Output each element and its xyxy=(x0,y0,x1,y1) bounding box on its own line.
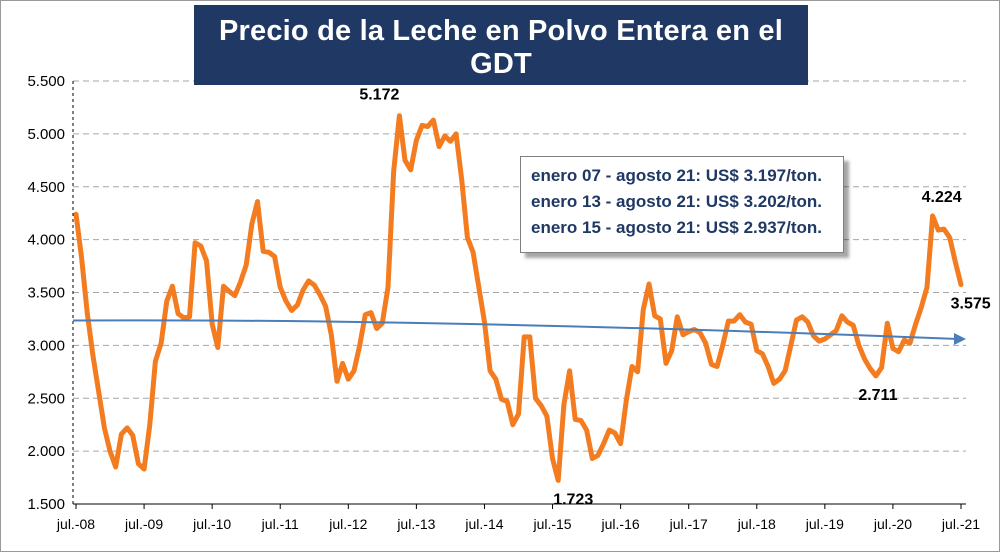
x-tick-label: jul.-15 xyxy=(532,516,571,532)
trend-line xyxy=(72,319,959,341)
trend-arrow-head xyxy=(954,333,966,346)
x-tick-label: jul.-13 xyxy=(396,516,435,532)
y-tick-label: 2.000 xyxy=(27,443,65,460)
y-tick-label: 3.000 xyxy=(27,337,65,354)
y-tick-label: 2.500 xyxy=(27,390,65,407)
average-info-box: enero 07 - agosto 21: US$ 3.197/ton. ene… xyxy=(520,156,844,253)
y-tick-label: 4.000 xyxy=(27,232,65,249)
title-banner: Precio de la Leche en Polvo Entera en el… xyxy=(194,5,808,110)
info-line-2013: enero 13 - agosto 21: US$ 3.202/ton. xyxy=(531,192,822,211)
x-tick-label: jul.-20 xyxy=(873,516,912,532)
x-tick-label: jul.-16 xyxy=(601,516,640,532)
value-annotation: 5.172 xyxy=(359,87,399,104)
x-tick-label: jul.-18 xyxy=(737,516,776,532)
value-annotations: 5.172 1.723 4.224 2.711 3.575 xyxy=(359,87,990,509)
x-tick-label: jul.-10 xyxy=(192,516,231,532)
x-axis-ticks: jul.-08 jul.-09 jul.-10 jul.-11 jul.-12 jul.-… xyxy=(56,504,980,532)
x-tick-label: jul.-11 xyxy=(261,516,299,532)
x-tick-label: jul.-14 xyxy=(464,516,503,532)
chart-title: Precio de la Leche en Polvo Entera en el… xyxy=(218,15,784,80)
y-tick-label: 4.500 xyxy=(27,179,65,196)
x-tick-label: jul.-21 xyxy=(941,516,980,532)
value-annotation: 3.575 xyxy=(951,296,991,313)
x-tick-label: jul.-17 xyxy=(669,516,708,532)
price-series-line xyxy=(73,113,964,483)
info-line-2007: enero 07 - agosto 21: US$ 3.197/ton. xyxy=(531,166,822,185)
x-tick-label: jul.-12 xyxy=(328,516,367,532)
y-tick-label: 5.000 xyxy=(27,126,65,143)
y-tick-label: 3.500 xyxy=(27,285,65,302)
y-axis-ticks: 1.500 2.000 2.500 3.000 3.500 4.000 4.500 5.000… xyxy=(27,73,65,513)
y-tick-label: 5.500 xyxy=(27,73,65,90)
value-annotation: 4.224 xyxy=(922,189,962,206)
info-line-2015: enero 15 - agosto 21: US$ 2.937/ton. xyxy=(531,218,822,237)
value-annotation: 2.711 xyxy=(858,387,897,404)
x-tick-label: jul.-09 xyxy=(124,516,163,532)
y-tick-label: 1.500 xyxy=(27,496,65,513)
x-tick-label: jul.-08 xyxy=(56,516,95,532)
value-annotation: 1.723 xyxy=(553,491,593,508)
x-tick-label: jul.-19 xyxy=(805,516,844,532)
chart-subtitle: - promedio mensual - xyxy=(401,87,601,110)
